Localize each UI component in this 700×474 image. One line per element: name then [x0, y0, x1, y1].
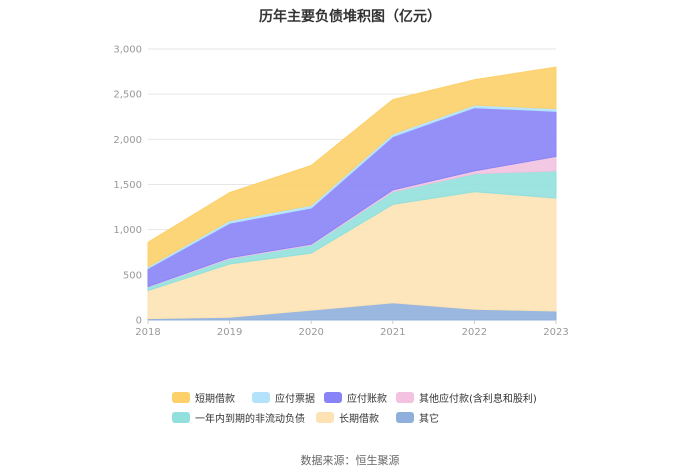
- legend-label: 一年内到期的非流动负债: [195, 413, 305, 425]
- y-tick-label: 2,500: [113, 90, 142, 101]
- x-tick-label: 2021: [380, 327, 405, 338]
- y-tick-label: 2,000: [113, 135, 142, 146]
- legend-label: 短期借款: [195, 393, 235, 405]
- legend-swatch: [316, 411, 334, 423]
- axes: 0 500 1,000 1,500 2,000 2,500 3,000 2018 2019 202…: [113, 45, 568, 339]
- legend-swatch: [324, 391, 342, 403]
- legend-item[interactable]: 其他应付款(含利息和股利): [396, 390, 537, 405]
- y-tick-label: 0: [136, 316, 142, 327]
- x-tick-label: 2019: [217, 327, 242, 338]
- legend-item[interactable]: 应付账款: [324, 390, 387, 405]
- legend-item[interactable]: 长期借款: [316, 410, 379, 425]
- legend-item[interactable]: 其它: [396, 410, 439, 425]
- x-tick-label: 2018: [135, 327, 160, 338]
- x-tick-label: 2023: [543, 327, 568, 338]
- y-tick-label: 3,000: [113, 45, 142, 56]
- legend-label: 应付账款: [347, 393, 387, 405]
- legend-label: 长期借款: [339, 413, 379, 425]
- area-series: [147, 66, 557, 268]
- legend-item[interactable]: 一年内到期的非流动负债: [172, 410, 305, 425]
- y-tick-label: 1,000: [113, 225, 142, 236]
- legend-swatch: [396, 411, 414, 423]
- y-tick-label: 1,500: [113, 180, 142, 191]
- legend-label: 其他应付款(含利息和股利): [419, 393, 537, 405]
- x-tick-label: 2022: [462, 327, 487, 338]
- data-source-note: 数据来源：恒生聚源: [300, 454, 400, 467]
- legend-item[interactable]: 短期借款: [172, 390, 235, 405]
- legend-item[interactable]: 应付票据: [252, 390, 315, 405]
- legend-swatch: [252, 391, 270, 403]
- y-tick-label: 500: [123, 270, 142, 281]
- legend-label: 应付票据: [275, 393, 315, 405]
- legend-swatch: [172, 411, 190, 423]
- x-tick-label: 2020: [298, 327, 323, 338]
- area-layers: [147, 66, 557, 321]
- legend-label: 其它: [419, 413, 439, 425]
- legend-swatch: [396, 391, 414, 403]
- chart-title: 历年主要负债堆积图（亿元）: [259, 9, 441, 25]
- legend-swatch: [172, 391, 190, 403]
